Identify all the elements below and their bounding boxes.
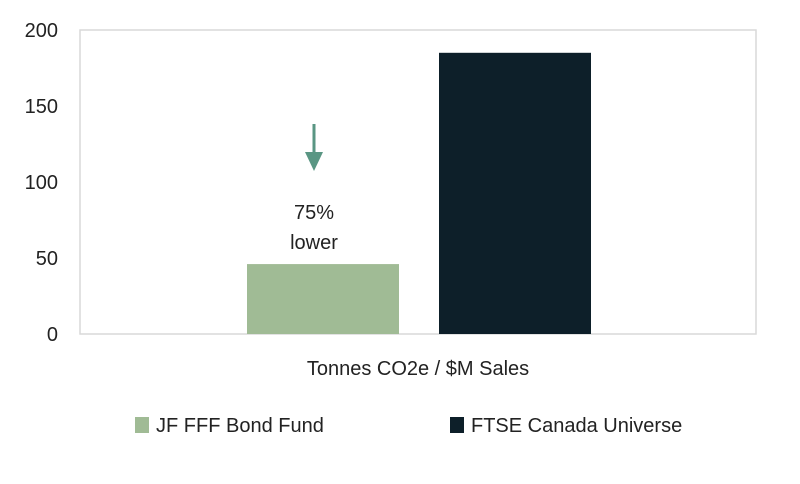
bars (247, 52, 591, 335)
legend-swatch (135, 417, 149, 433)
bar-benchmark (439, 52, 591, 335)
y-tick-label: 200 (25, 20, 58, 42)
x-axis-label: Tonnes CO2e / $M Sales (307, 358, 529, 380)
y-tick-label: 0 (47, 324, 58, 346)
annotation: 75% lower (290, 124, 338, 254)
y-tick-label: 50 (36, 248, 58, 270)
legend-label: FTSE Canada Universe (471, 415, 682, 437)
y-tick-label: 150 (25, 96, 58, 118)
annotation-line-2: lower (290, 232, 338, 254)
legend-label: JF FFF Bond Fund (156, 415, 324, 437)
legend: JF FFF Bond Fund FTSE Canada Universe (135, 415, 682, 437)
bar-fund (247, 264, 399, 334)
y-tick-label: 100 (25, 172, 58, 194)
legend-swatch (450, 417, 464, 433)
y-axis: 0 50 100 150 200 (25, 20, 58, 346)
annotation-line-1: 75% (294, 202, 334, 224)
arrow-down-icon (305, 152, 323, 171)
plot-frame (79, 29, 757, 335)
